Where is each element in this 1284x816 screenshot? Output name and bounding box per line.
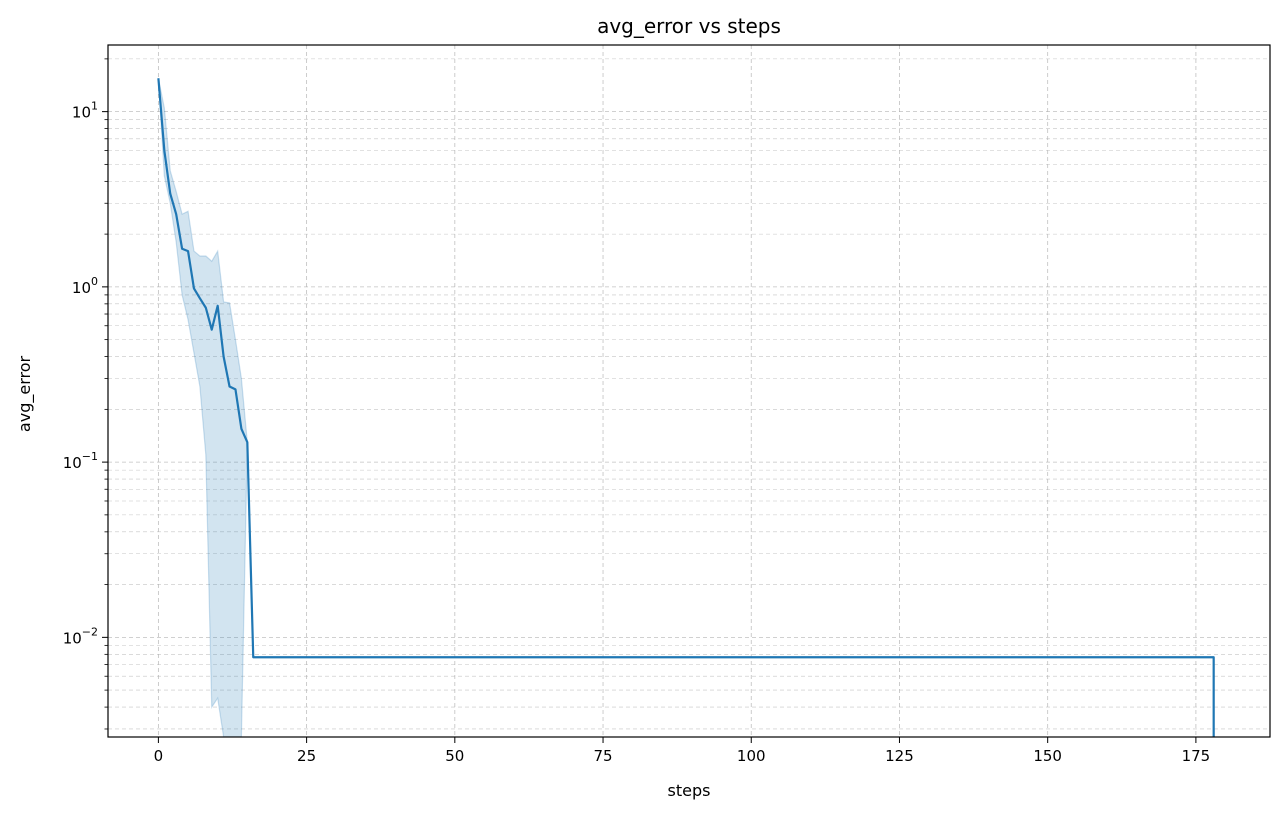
y-axis-ticks: 101 100 10−1 10−2 bbox=[63, 58, 108, 730]
x-tick-label: 125 bbox=[885, 747, 914, 765]
x-tick-label: 175 bbox=[1182, 747, 1211, 765]
y-tick-label: 100 bbox=[72, 275, 98, 297]
y-axis-label: avg_error bbox=[15, 356, 35, 433]
x-tick-label: 50 bbox=[445, 747, 464, 765]
grid bbox=[108, 45, 1270, 737]
series-line bbox=[157, 78, 1215, 737]
x-tick-label: 100 bbox=[737, 747, 766, 765]
x-tick-label: 25 bbox=[297, 747, 316, 765]
x-tick-label: 75 bbox=[593, 747, 612, 765]
plot-area bbox=[108, 45, 1270, 737]
data-area bbox=[157, 78, 1215, 737]
y-tick-label: 101 bbox=[72, 100, 98, 122]
x-tick-label: 0 bbox=[154, 747, 164, 765]
x-axis-ticks: 0 25 50 75 100 125 150 175 bbox=[154, 737, 1211, 765]
y-tick-label: 10−2 bbox=[63, 625, 98, 647]
confidence-band bbox=[157, 78, 1215, 737]
chart-title: avg_error vs steps bbox=[597, 14, 781, 38]
y-tick-label: 10−1 bbox=[63, 450, 98, 472]
x-tick-label: 150 bbox=[1033, 747, 1062, 765]
axes-frame bbox=[107, 44, 1271, 738]
x-axis-label: steps bbox=[668, 781, 711, 800]
